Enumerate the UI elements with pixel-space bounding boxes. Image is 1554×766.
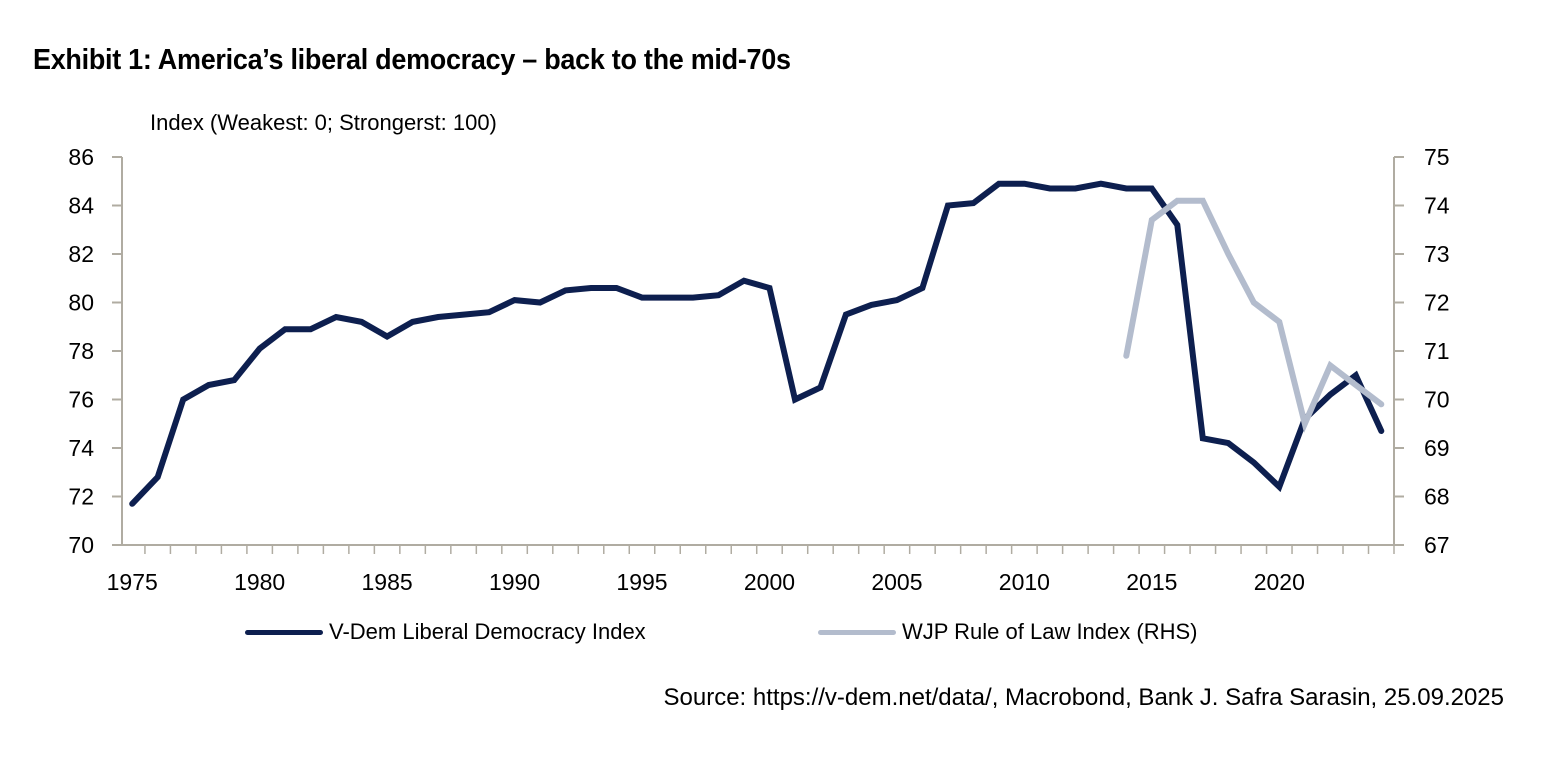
y-tick-label-right: 70	[1424, 387, 1450, 413]
y-tick-label-left: 78	[68, 338, 94, 364]
legend-item-wjp: WJP Rule of Law Index (RHS)	[818, 619, 1197, 645]
y-tick-label-right: 67	[1424, 532, 1450, 558]
x-tick-label: 2000	[744, 569, 795, 595]
y-tick-label-right: 68	[1424, 484, 1450, 510]
y-tick-label-left: 82	[68, 241, 94, 267]
x-tick-label: 1985	[362, 569, 413, 595]
source-note: Source: https://v-dem.net/data/, Macrobo…	[663, 684, 1504, 711]
y-tick-label-left: 72	[68, 484, 94, 510]
y-tick-label-left: 84	[68, 193, 94, 219]
y-tick-label-right: 71	[1424, 338, 1450, 364]
y-tick-label-right: 73	[1424, 241, 1450, 267]
y-tick-label-right: 69	[1424, 435, 1450, 461]
y-axis-label: Index (Weakest: 0; Strongerst: 100)	[150, 110, 497, 135]
series-line-vdem	[129, 180, 1385, 507]
legend-label-vdem: V-Dem Liberal Democracy Index	[329, 619, 646, 644]
y-tick-label-left: 74	[68, 435, 94, 461]
x-tick-label: 2020	[1254, 569, 1305, 595]
legend-swatch-vdem	[245, 629, 323, 635]
x-tick-label: 1995	[616, 569, 667, 595]
x-tick-label: 1975	[107, 569, 158, 595]
legend-item-vdem: V-Dem Liberal Democracy Index	[245, 619, 646, 645]
y-tick-label-left: 76	[68, 387, 94, 413]
x-tick-label: 2015	[1126, 569, 1177, 595]
y-tick-label-right: 74	[1424, 193, 1450, 219]
y-tick-label-right: 75	[1424, 144, 1450, 170]
x-tick-label: 1980	[234, 569, 285, 595]
y-tick-label-right: 72	[1424, 290, 1450, 316]
chart-title: Exhibit 1: America’s liberal democracy –…	[33, 44, 791, 76]
x-tick-label: 2010	[999, 569, 1050, 595]
x-tick-label: 1990	[489, 569, 540, 595]
y-tick-label-left: 80	[68, 290, 94, 316]
legend-label-wjp: WJP Rule of Law Index (RHS)	[902, 619, 1198, 644]
y-tick-label-left: 86	[68, 144, 94, 170]
y-tick-label-left: 70	[68, 532, 94, 558]
x-tick-label: 2005	[871, 569, 922, 595]
series-line-wjp	[1123, 197, 1385, 434]
legend-swatch-wjp	[818, 629, 896, 635]
